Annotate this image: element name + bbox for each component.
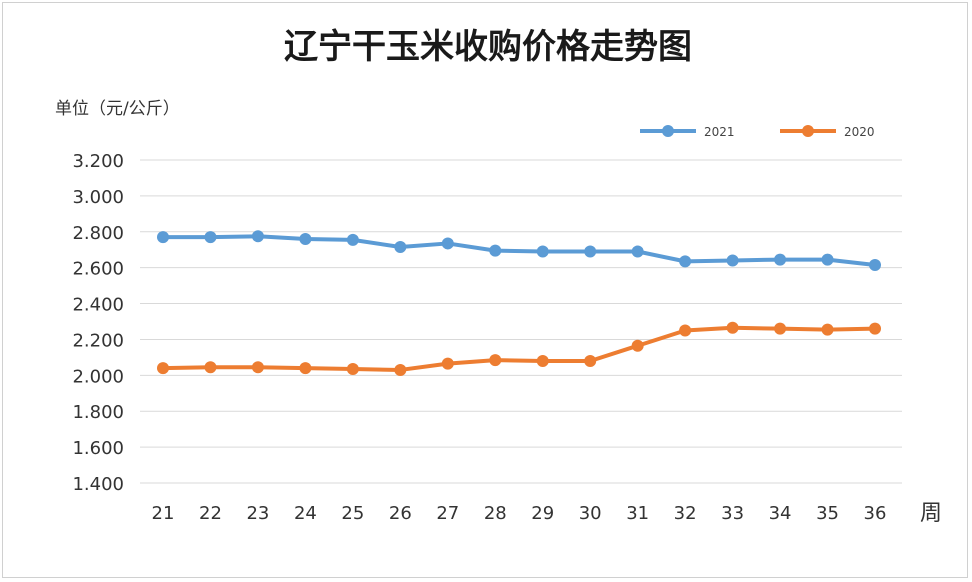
x-tick-label: 34 (769, 503, 792, 524)
data-point-2020 (489, 354, 502, 367)
data-point-2021 (679, 255, 692, 268)
data-point-2021 (346, 233, 359, 246)
series-2021 (157, 230, 881, 271)
x-tick-label: 29 (531, 503, 554, 524)
y-axis-unit-label: 单位（元/公斤） (55, 99, 180, 119)
data-point-2020 (441, 357, 454, 370)
data-point-2020 (726, 321, 739, 334)
x-axis-unit-label: 周 (920, 501, 942, 526)
legend-label: 2021 (704, 125, 735, 139)
y-tick-label: 1.800 (72, 402, 124, 423)
x-tick-label: 24 (294, 503, 317, 524)
data-point-2020 (157, 362, 169, 375)
x-tick-label: 25 (341, 503, 364, 524)
y-axis-ticks: 1.400 1.600 1.800 2.000 2.200 2.400 2.600 2.800… (72, 151, 124, 495)
x-tick-label: 33 (721, 503, 744, 524)
data-point-2021 (157, 231, 169, 244)
data-point-2021 (584, 245, 597, 258)
x-tick-label: 28 (484, 503, 507, 524)
y-tick-label: 2.000 (72, 366, 124, 387)
x-tick-label: 31 (626, 503, 649, 524)
data-point-2021 (869, 258, 881, 271)
x-tick-label: 30 (579, 503, 602, 524)
legend-swatch-marker (662, 125, 674, 137)
data-point-2020 (204, 361, 217, 374)
x-tick-label: 22 (199, 503, 222, 524)
data-point-2020 (251, 361, 264, 374)
data-point-2021 (394, 241, 407, 254)
legend: 2021 2020 (640, 125, 875, 139)
y-tick-label: 2.800 (72, 223, 124, 244)
chart-title: 辽宁干玉米收购价格走势图 (284, 27, 692, 67)
x-axis-ticks: 21 22 23 24 25 26 27 28 29 30 31 32 33 34 35 36 (152, 503, 887, 524)
data-point-2020 (299, 362, 312, 375)
data-point-2021 (726, 254, 739, 267)
data-point-2020 (774, 322, 787, 335)
legend-item-2021: 2021 (640, 125, 735, 139)
x-tick-label: 23 (246, 503, 269, 524)
x-tick-label: 32 (674, 503, 697, 524)
legend-item-2020: 2020 (780, 125, 875, 139)
gridlines (140, 159, 902, 484)
y-tick-label: 1.600 (72, 438, 124, 459)
data-point-2021 (489, 244, 502, 257)
data-point-2020 (679, 324, 692, 337)
x-tick-label: 26 (389, 503, 412, 524)
data-point-2020 (584, 354, 597, 367)
data-point-2021 (821, 253, 834, 266)
y-tick-label: 3.200 (72, 151, 124, 172)
x-tick-label: 27 (436, 503, 459, 524)
x-tick-label: 35 (816, 503, 839, 524)
data-point-2020 (631, 339, 644, 352)
data-point-2021 (251, 230, 264, 243)
data-point-2020 (394, 363, 407, 376)
data-point-2021 (204, 231, 217, 244)
y-tick-label: 2.200 (72, 330, 124, 351)
legend-swatch-marker (802, 125, 814, 137)
data-point-2020 (536, 354, 549, 367)
data-point-2020 (821, 323, 834, 336)
data-point-2020 (346, 363, 359, 376)
x-tick-label: 21 (152, 503, 175, 524)
series-2020 (157, 321, 881, 376)
y-tick-label: 2.400 (72, 295, 124, 316)
data-point-2020 (869, 322, 881, 335)
series-line-2020 (162, 325, 876, 372)
data-point-2021 (631, 245, 644, 258)
data-point-2021 (536, 245, 549, 258)
data-point-2021 (774, 253, 787, 266)
y-tick-label: 2.600 (72, 259, 124, 280)
legend-label: 2020 (844, 125, 875, 139)
y-tick-label: 1.400 (72, 474, 124, 495)
data-point-2021 (441, 237, 454, 250)
data-point-2021 (299, 232, 312, 245)
series-group (157, 230, 881, 376)
x-tick-label: 36 (864, 503, 887, 524)
y-tick-label: 3.000 (72, 187, 124, 208)
series-line-2021 (163, 234, 876, 267)
